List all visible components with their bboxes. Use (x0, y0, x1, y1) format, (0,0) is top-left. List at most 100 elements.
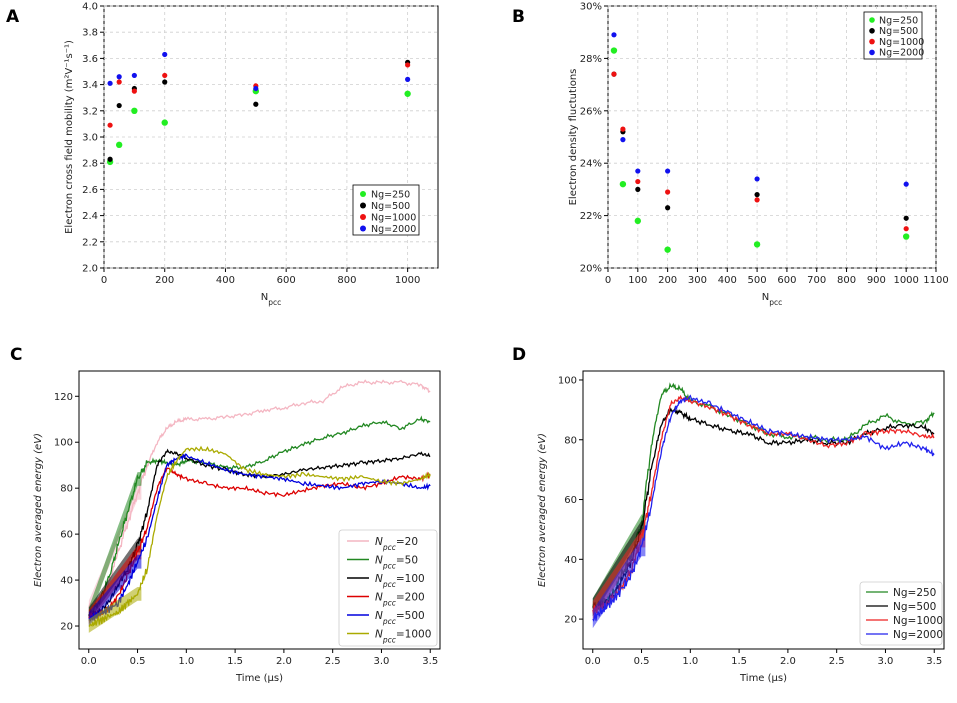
data-point-ng-500 (162, 79, 168, 85)
y-tick-label-a: 2.6 (82, 185, 98, 196)
panel-letter-d: D (512, 345, 526, 365)
legend-marker-b (869, 38, 875, 45)
x-tick-label-a: 200 (155, 275, 174, 286)
series-band-d-ng-2000 (592, 538, 646, 629)
legend-label-b: Ng=2000 (879, 48, 924, 59)
y-tick-label-d: 20 (564, 615, 577, 626)
x-tick-label-b: 900 (867, 275, 886, 286)
series-line-d-ng-2000 (592, 394, 935, 622)
chart-d-energy-ng: 0.0 0.5 1.0 1.5 2.0 2.5 3.0 3.5 20 40 60 80 100 Elect… (537, 370, 945, 684)
x-tick-label-c: 2.0 (276, 656, 292, 667)
data-point-ng-500 (116, 102, 122, 109)
y-tick-label-d: 60 (564, 495, 577, 506)
x-tick-label-b: 0 (605, 275, 611, 286)
x-tick-label-c: 3.5 (422, 656, 438, 667)
x-axis-label-c: Time (μs) (235, 673, 283, 684)
data-point-ng-2000 (903, 181, 909, 187)
data-point-ng-2000 (620, 137, 626, 143)
legend-marker-a (360, 225, 366, 232)
legend-label-c-value: =500 (396, 610, 425, 622)
x-axis-label-subscript-a: pcc (268, 298, 281, 307)
data-point-ng-500 (903, 215, 909, 221)
data-point-ng-1000 (107, 122, 113, 128)
data-point-ng-250 (902, 233, 910, 240)
data-point-ng-2000 (107, 80, 113, 86)
y-tick-label-a: 2.2 (82, 237, 98, 248)
data-point-ng-250 (131, 107, 138, 115)
y-tick-label-c: 20 (60, 622, 73, 633)
y-tick-label-b: 30% (580, 2, 602, 13)
x-tick-label-a: 400 (216, 275, 235, 286)
y-tick-label-a: 3.4 (82, 80, 98, 91)
legend-label-c-value: =1000 (396, 629, 432, 641)
legend-label-c-sub: pcc (382, 561, 397, 570)
x-tick-label-c: 1.5 (227, 656, 243, 667)
legend-marker-b (869, 17, 875, 23)
legend-label-c-sub: pcc (382, 580, 397, 589)
data-point-ng-2000 (754, 176, 760, 182)
x-tick-label-c: 3.0 (374, 656, 390, 667)
x-tick-label-b: 600 (777, 275, 796, 286)
data-point-ng-2000 (635, 168, 641, 174)
data-point-ng-1000 (620, 126, 626, 132)
x-tick-label-d: 3.5 (926, 656, 942, 667)
y-tick-label-c: 120 (54, 392, 73, 403)
legend-label-b: Ng=1000 (879, 37, 924, 48)
x-tick-label-b: 1000 (893, 275, 918, 286)
y-tick-label-b: 28% (580, 54, 602, 65)
x-tick-label-c: 0.0 (81, 656, 97, 667)
legend-label-c-value: =100 (396, 573, 425, 585)
y-tick-label-a: 4.0 (82, 2, 98, 13)
data-point-ng-1000 (116, 79, 122, 85)
x-axis-label-b: Npcc (762, 292, 783, 307)
legend-label-d: Ng=500 (893, 601, 936, 613)
series-group-d (592, 382, 935, 629)
y-axis-label-a: Electron cross field mobility (m²V⁻¹s⁻¹) (64, 40, 75, 234)
data-point-ng-250 (610, 47, 618, 54)
x-tick-label-a: 800 (337, 275, 356, 286)
x-tick-label-d: 1.0 (682, 656, 698, 667)
series-band-c-500 (88, 554, 142, 626)
y-tick-label-a: 3.8 (82, 28, 98, 39)
x-tick-label-b: 500 (748, 275, 767, 286)
x-tick-label-b: 200 (658, 275, 677, 286)
data-point-ng-250 (753, 241, 761, 248)
series-group-c (88, 379, 431, 633)
legend-box-d (859, 581, 943, 646)
legend-marker-a (360, 191, 366, 197)
legend-label-a: Ng=1000 (371, 213, 416, 224)
y-tick-label-d: 40 (564, 555, 577, 566)
data-point-ng-1000 (405, 62, 411, 68)
legend-label-c-sub: pcc (382, 617, 397, 626)
y-tick-label-b: 20% (580, 264, 602, 275)
y-tick-label-c: 100 (54, 438, 73, 449)
data-point-ng-250 (634, 217, 642, 225)
x-tick-label-a: 1000 (395, 275, 420, 286)
x-tick-label-b: 1100 (923, 275, 948, 286)
legend-label-d: Ng=250 (893, 587, 936, 599)
y-tick-label-a: 2.8 (82, 159, 98, 170)
legend-marker-b (869, 49, 875, 56)
panel-letter-b: B (512, 7, 525, 27)
data-point-ng-250 (664, 246, 671, 253)
legend-label-a: Ng=500 (371, 201, 410, 212)
panel-letter-a: A (6, 7, 20, 27)
legend-label-a: Ng=2000 (371, 224, 416, 235)
x-tick-label-a: 600 (277, 275, 296, 286)
legend-label-d: Ng=1000 (893, 615, 943, 627)
legend-marker-a (360, 202, 366, 209)
data-point-ng-1000 (635, 178, 641, 185)
series-line-c-500 (88, 452, 431, 622)
x-tick-label-b: 700 (807, 275, 826, 286)
series-band-c-1000 (88, 587, 142, 633)
y-tick-label-a: 3.6 (82, 54, 98, 65)
y-axis-label-b: Electron density fluctutions (568, 69, 579, 206)
data-point-ng-1000 (665, 189, 671, 195)
y-tick-label-a: 3.0 (82, 133, 98, 144)
data-point-ng-1000 (611, 71, 617, 77)
y-tick-label-d: 100 (558, 375, 577, 386)
y-tick-label-c: 60 (60, 530, 73, 541)
y-tick-label-c: 80 (60, 484, 73, 495)
chart-b-density-fluctuations: 0 100 200 300 400 500 600 700 800 900 1000 1100 20% 2… (568, 2, 949, 307)
legend-label-c-sub: pcc (382, 543, 397, 552)
